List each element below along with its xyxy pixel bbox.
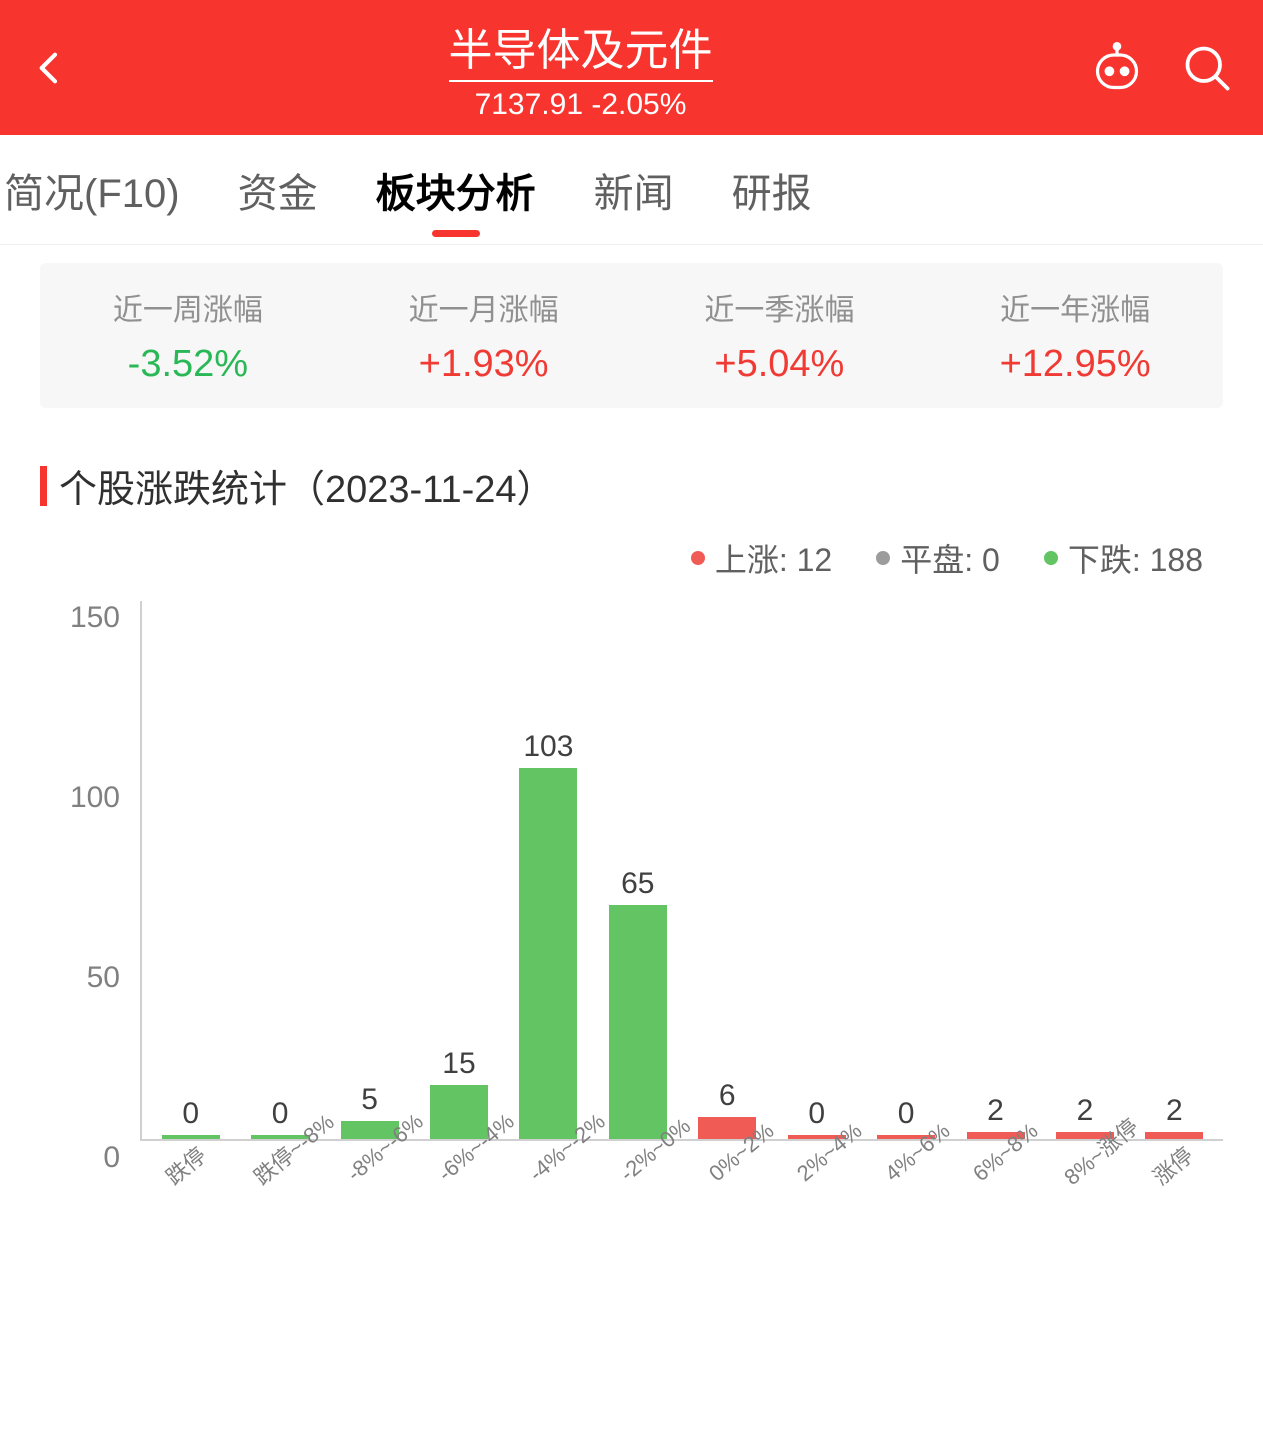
bar-column: 0 [861, 601, 950, 1139]
tab-新闻[interactable]: 新闻 [594, 135, 674, 245]
bar-column: 0 [146, 601, 235, 1139]
back-icon[interactable] [30, 48, 70, 88]
period-returns-panel: 近一周涨幅 -3.52% 近一月涨幅 +1.93% 近一季涨幅 +5.04% 近一年涨幅 +1… [40, 263, 1223, 408]
legend-dot-down [1044, 551, 1058, 565]
tab-bar: 简况(F10) 资金板块分析新闻研报 [0, 135, 1263, 245]
bar-column: 65 [593, 601, 682, 1139]
bar-value-label: 2 [1077, 1094, 1094, 1128]
bar-column: 6 [683, 601, 772, 1139]
bar-value-label: 103 [523, 730, 573, 764]
bar-value-label: 6 [719, 1079, 736, 1113]
bar-value-label: 65 [621, 867, 654, 901]
period-value: -3.52% [128, 343, 248, 386]
legend-dot-flat [876, 551, 890, 565]
legend-up-label: 上涨: 12 [715, 535, 832, 581]
robot-icon[interactable] [1091, 42, 1143, 94]
bar-value-label: 2 [987, 1094, 1004, 1128]
sector-title: 半导体及元件 [449, 14, 713, 82]
bar-rect[interactable] [519, 768, 577, 1139]
tab-板块分析[interactable]: 板块分析 [376, 135, 536, 245]
search-icon[interactable] [1181, 42, 1233, 94]
legend-flat: 平盘: 0 [876, 535, 1000, 581]
legend-up: 上涨: 12 [691, 535, 832, 581]
period-card[interactable]: 近一周涨幅 -3.52% [40, 285, 336, 386]
bar-value-label: 15 [442, 1047, 475, 1081]
bar-column: 0 [235, 601, 324, 1139]
period-value: +12.95% [1000, 343, 1151, 386]
y-axis: 050100150 [60, 601, 130, 1141]
chart-plot: 0 0 5 15 103 65 6 0 0 2 2 2 [140, 601, 1223, 1141]
period-label: 近一年涨幅 [1000, 285, 1150, 329]
period-card[interactable]: 近一季涨幅 +5.04% [632, 285, 928, 386]
section-accent-bar [40, 466, 47, 506]
bar-column: 103 [504, 601, 593, 1139]
sector-price-change: 7137.91 -2.05% [475, 88, 687, 122]
bar-column: 5 [325, 601, 414, 1139]
sector-change: -2.05% [591, 88, 686, 121]
period-card[interactable]: 近一年涨幅 +12.95% [927, 285, 1223, 386]
bar-value-label: 0 [272, 1097, 289, 1131]
period-card[interactable]: 近一月涨幅 +1.93% [336, 285, 632, 386]
period-value: +1.93% [419, 343, 549, 386]
chart-legend: 上涨: 12 平盘: 0 下跌: 188 [0, 523, 1263, 581]
section-title: 个股涨跌统计（2023-11-24） [59, 458, 555, 513]
bar-value-label: 2 [1166, 1094, 1183, 1128]
tab-简况(F10)[interactable]: 简况(F10) [4, 135, 180, 245]
bar-value-label: 0 [182, 1097, 199, 1131]
period-label: 近一月涨幅 [409, 285, 559, 329]
bar-column: 0 [772, 601, 861, 1139]
bar-column: 2 [1130, 601, 1219, 1139]
bar-value-label: 5 [361, 1083, 378, 1117]
period-label: 近一季涨幅 [704, 285, 854, 329]
bar-column: 2 [1040, 601, 1129, 1139]
bar-value-label: 0 [808, 1097, 825, 1131]
tab-资金[interactable]: 资金 [238, 135, 318, 245]
distribution-chart: 050100150 0 0 5 15 103 65 6 0 0 2 2 2 跌停跌停~-8%-8%~-… [60, 601, 1223, 1241]
header-title-block[interactable]: 半导体及元件 7137.91 -2.05% [70, 14, 1091, 122]
bar-rect[interactable] [609, 905, 667, 1139]
period-label: 近一周涨幅 [113, 285, 263, 329]
bar-column: 2 [951, 601, 1040, 1139]
legend-down-label: 下跌: 188 [1068, 535, 1203, 581]
legend-dot-up [691, 551, 705, 565]
app-header: 半导体及元件 7137.91 -2.05% [0, 0, 1263, 135]
bar-column: 15 [414, 601, 503, 1139]
legend-down: 下跌: 188 [1044, 535, 1203, 581]
period-value: +5.04% [714, 343, 844, 386]
legend-flat-label: 平盘: 0 [900, 535, 1000, 581]
bar-value-label: 0 [898, 1097, 915, 1131]
x-axis: 跌停跌停~-8%-8%~-6%-6%~-4%-4%~-2%-2%~0%0%~2%… [140, 1149, 1223, 1181]
tab-研报[interactable]: 研报 [732, 135, 812, 245]
sector-price: 7137.91 [475, 88, 583, 121]
